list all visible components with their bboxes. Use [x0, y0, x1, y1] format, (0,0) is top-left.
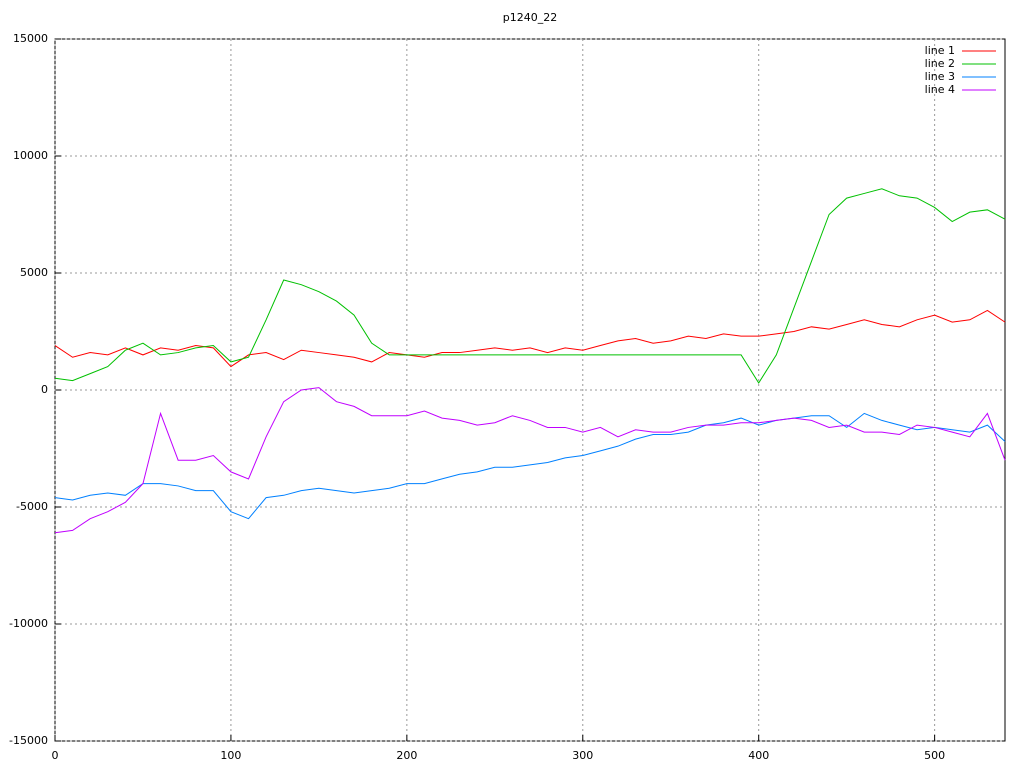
legend-label: line 4: [925, 83, 955, 96]
y-tick-label: 15000: [13, 32, 48, 45]
legend-label: line 3: [925, 70, 955, 83]
y-tick-label: -15000: [9, 734, 48, 747]
y-tick-label: 10000: [13, 149, 48, 162]
y-tick-label: -10000: [9, 617, 48, 630]
y-tick-label: 5000: [20, 266, 48, 279]
x-tick-label: 200: [396, 749, 417, 762]
series-line: [54, 412, 1006, 520]
y-tick-label: -5000: [16, 500, 48, 513]
chart-title: p1240_22: [503, 11, 557, 24]
legend-label: line 1: [925, 44, 955, 57]
series-line: [54, 387, 1006, 534]
legend-label: line 2: [925, 57, 955, 70]
x-tick-label: 500: [924, 749, 945, 762]
x-tick-label: 300: [572, 749, 593, 762]
series-line: [54, 188, 1006, 384]
x-tick-label: 100: [220, 749, 241, 762]
x-tick-label: 400: [748, 749, 769, 762]
x-tick-label: 0: [52, 749, 59, 762]
series-line: [54, 309, 1006, 368]
y-tick-label: 0: [41, 383, 48, 396]
